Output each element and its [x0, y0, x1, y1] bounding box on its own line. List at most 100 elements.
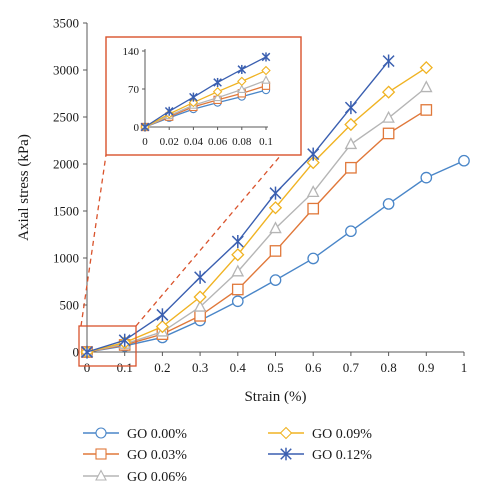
legend-label: GO 0.12% — [312, 448, 372, 463]
x-axis-title: Strain (%) — [244, 389, 306, 405]
data-point — [420, 104, 433, 116]
data-point — [231, 283, 244, 296]
inset-series-line — [144, 79, 267, 128]
series-line — [86, 67, 427, 353]
legend-swatch-marker — [95, 448, 107, 460]
series-line — [86, 86, 427, 353]
legend-label: GO 0.03% — [127, 448, 187, 463]
data-point — [306, 185, 320, 198]
y-tick-label: 1500 — [53, 204, 79, 219]
data-point — [193, 290, 207, 304]
y-tick-label: 1000 — [53, 251, 79, 266]
inset-plot-area: 0 70 140 0 0.02 0.04 0.06 0.08 0.1 — [105, 36, 302, 156]
legend-item: GO 0.12% — [268, 447, 372, 463]
zoom-leader-line — [135, 134, 299, 327]
inset-x-tick-label: 0.1 — [259, 136, 273, 148]
zoom-highlight — [78, 134, 299, 367]
data-point — [194, 270, 207, 284]
data-point — [269, 221, 282, 234]
inset-y-tick-label: 70 — [128, 84, 140, 96]
legend-item: GO 0.06% — [83, 469, 187, 485]
data-point — [345, 161, 357, 174]
legend-swatch-marker — [95, 427, 107, 439]
inset-y-tick-label: 140 — [123, 46, 140, 58]
inset-data-point — [237, 84, 247, 93]
x-tick-label: 0.9 — [418, 360, 434, 375]
data-point — [156, 308, 169, 322]
legend-label: GO 0.00% — [127, 427, 187, 442]
inset-series-go-0-12 — [140, 52, 271, 132]
legend-swatch-marker — [280, 447, 292, 461]
x-tick-label: 0 — [84, 360, 91, 375]
data-point — [344, 137, 358, 150]
y-tick-label: 3500 — [53, 16, 79, 31]
y-tick-label: 2500 — [53, 110, 79, 125]
inset-series-line — [144, 56, 267, 128]
inset-x-tick-label: 0.06 — [208, 136, 228, 148]
legend: GO 0.00% GO 0.03% GO 0.06% GO 0.09% GO 0.12% — [83, 426, 372, 485]
data-point — [306, 155, 320, 170]
inset-data-point — [261, 75, 271, 84]
data-point — [269, 245, 282, 257]
legend-label: GO 0.09% — [312, 427, 372, 442]
data-point — [231, 295, 244, 308]
x-tick-label: 0.5 — [267, 360, 283, 375]
inset-data-point — [237, 76, 247, 87]
legend-swatch-marker — [279, 426, 293, 440]
main-plot-area: 0 500 1000 1500 2000 2500 3000 3500 0 0.1 0.2 0.3 0.… — [53, 16, 470, 375]
data-point — [307, 147, 320, 161]
data-point — [307, 202, 320, 215]
data-point — [194, 309, 206, 322]
x-tick-label: 1 — [461, 360, 468, 375]
x-tick-label: 0.8 — [380, 360, 396, 375]
series-go-0-12 — [81, 54, 395, 359]
inset-y-tick-label: 0 — [134, 122, 140, 134]
data-point — [381, 85, 396, 99]
inset-data-point — [212, 86, 223, 97]
data-point — [420, 171, 433, 184]
inset-data-point — [189, 92, 198, 102]
data-point — [382, 54, 395, 68]
inset-series-line — [144, 69, 267, 128]
x-tick-label: 0.4 — [230, 360, 247, 375]
data-point — [344, 117, 358, 132]
data-point — [382, 198, 395, 210]
y-tick-label: 3000 — [53, 63, 79, 78]
inset-data-point — [213, 92, 223, 102]
data-point — [345, 225, 357, 238]
legend-item: GO 0.09% — [268, 426, 372, 442]
data-point — [193, 299, 207, 312]
data-point — [419, 61, 433, 75]
data-point — [382, 110, 395, 123]
data-point — [269, 274, 282, 286]
x-tick-label: 0.6 — [305, 360, 322, 375]
data-point — [81, 345, 93, 359]
inset-data-point — [140, 122, 150, 132]
series-line — [86, 109, 427, 353]
y-tick-label: 2000 — [53, 157, 79, 172]
data-point — [155, 319, 170, 334]
inset-frame — [105, 36, 302, 156]
data-point — [231, 248, 245, 262]
data-point — [344, 101, 357, 115]
y-axis-title: Axial stress (kPa) — [16, 134, 32, 241]
data-point — [268, 201, 283, 215]
inset-x-tick-label: 0.04 — [184, 136, 204, 148]
inset-data-point — [213, 77, 222, 88]
x-tick-label: 0.7 — [343, 360, 360, 375]
data-point — [231, 234, 244, 249]
inset-data-point — [237, 64, 247, 74]
legend-item: GO 0.00% — [83, 427, 187, 442]
legend-label: GO 0.06% — [127, 470, 187, 485]
inset-x-tick-label: 0 — [142, 136, 148, 148]
inset-data-point — [188, 97, 199, 108]
data-point — [420, 80, 433, 93]
inset-x-tick-label: 0.02 — [160, 136, 179, 148]
x-tick-label: 0.3 — [192, 360, 208, 375]
data-point — [458, 154, 470, 167]
legend-swatch-marker — [95, 469, 107, 481]
x-tick-label: 0.2 — [154, 360, 170, 375]
data-point — [382, 127, 395, 140]
legend-item: GO 0.03% — [83, 448, 187, 463]
